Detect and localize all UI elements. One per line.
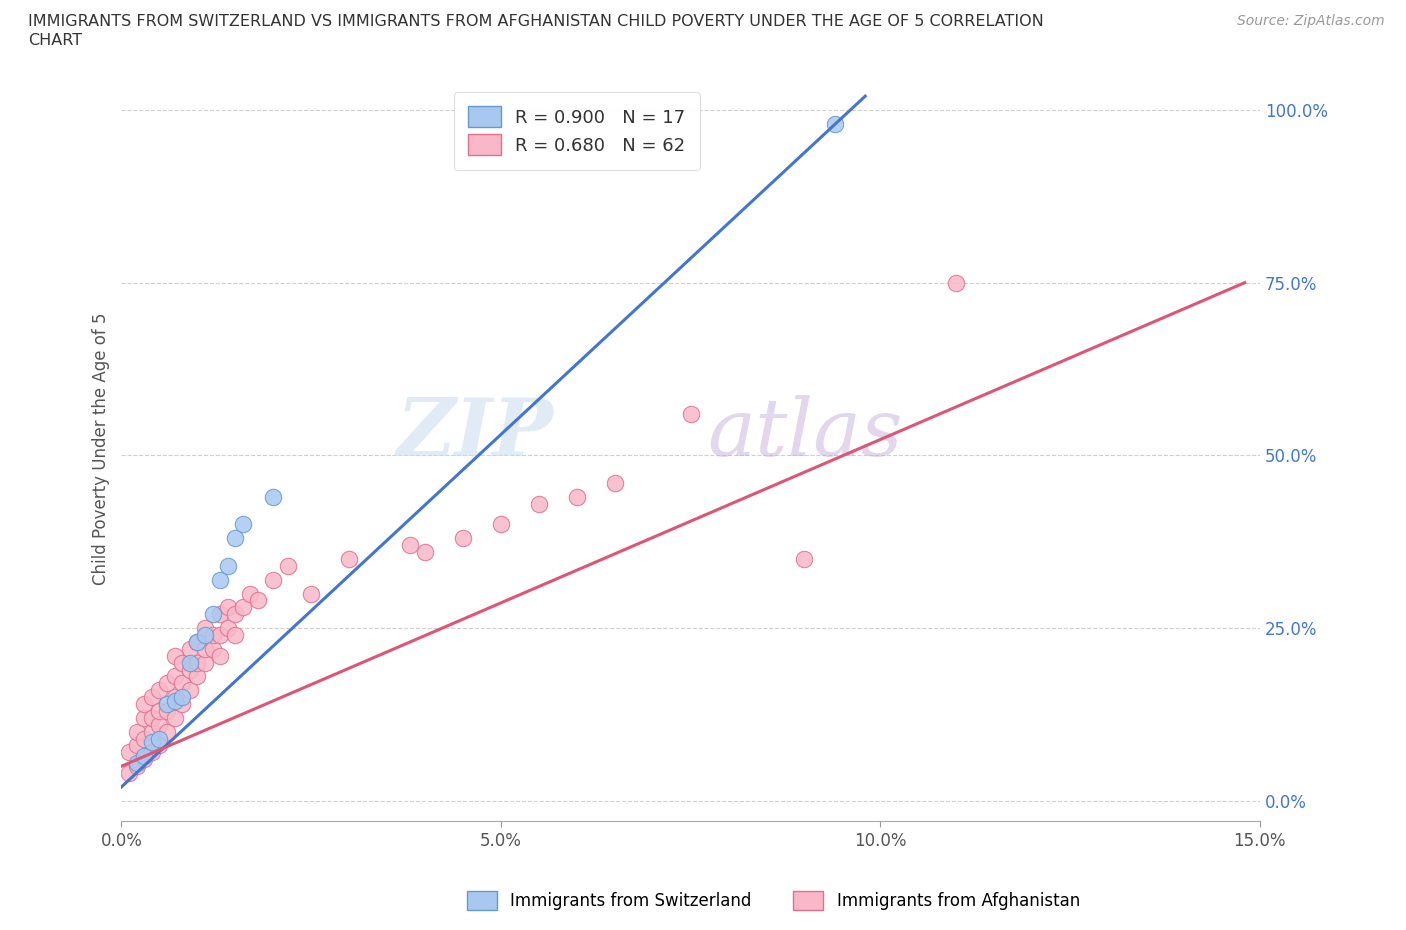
Point: [186, 655, 208, 670]
Point: [679, 406, 702, 421]
Point: [194, 620, 217, 635]
Point: [134, 749, 156, 764]
Y-axis label: Child Poverty Under the Age of 5: Child Poverty Under the Age of 5: [93, 312, 110, 585]
Point: [489, 517, 512, 532]
Point: [179, 655, 201, 670]
Point: [179, 662, 201, 677]
Point: [603, 475, 626, 490]
Point: [527, 497, 550, 512]
Point: [277, 558, 299, 573]
Point: [172, 697, 194, 711]
Point: [194, 628, 217, 643]
Point: [224, 628, 246, 643]
Point: [141, 724, 163, 739]
Point: [186, 634, 208, 649]
Point: [299, 586, 322, 601]
Point: [186, 634, 208, 649]
Point: [337, 551, 360, 566]
Point: [118, 765, 141, 780]
Point: [201, 642, 224, 657]
Point: [141, 735, 163, 750]
Point: [134, 751, 156, 766]
Point: [398, 538, 420, 552]
Point: [209, 648, 232, 663]
Point: [232, 600, 254, 615]
Point: [239, 586, 262, 601]
Point: [209, 606, 232, 621]
Point: [125, 724, 148, 739]
Point: [201, 606, 224, 621]
Point: [156, 703, 179, 718]
Point: [163, 693, 186, 708]
Text: ZIP: ZIP: [396, 395, 554, 472]
Text: atlas: atlas: [707, 395, 903, 472]
Point: [179, 683, 201, 698]
Point: [134, 711, 156, 725]
Point: [209, 628, 232, 643]
Point: [134, 731, 156, 746]
Point: [125, 759, 148, 774]
Text: IMMIGRANTS FROM SWITZERLAND VS IMMIGRANTS FROM AFGHANISTAN CHILD POVERTY UNDER T: IMMIGRANTS FROM SWITZERLAND VS IMMIGRANT…: [28, 14, 1043, 29]
Point: [156, 676, 179, 691]
Point: [565, 489, 588, 504]
Point: [194, 655, 217, 670]
Point: [163, 690, 186, 705]
Point: [179, 642, 201, 657]
Point: [247, 593, 270, 608]
Point: [125, 738, 148, 753]
Point: [209, 572, 232, 587]
Point: [172, 655, 194, 670]
Legend: Immigrants from Switzerland, Immigrants from Afghanistan: Immigrants from Switzerland, Immigrants …: [460, 884, 1087, 917]
Point: [945, 275, 967, 290]
Text: Source: ZipAtlas.com: Source: ZipAtlas.com: [1237, 14, 1385, 28]
Point: [224, 606, 246, 621]
Point: [217, 620, 239, 635]
Text: CHART: CHART: [28, 33, 82, 47]
Point: [141, 745, 163, 760]
Point: [232, 517, 254, 532]
Point: [186, 669, 208, 684]
Point: [262, 572, 284, 587]
Legend: R = 0.900   N = 17, R = 0.680   N = 62: R = 0.900 N = 17, R = 0.680 N = 62: [454, 92, 700, 170]
Point: [163, 648, 186, 663]
Point: [148, 717, 170, 732]
Point: [413, 545, 436, 560]
Point: [148, 683, 170, 698]
Point: [118, 745, 141, 760]
Point: [148, 703, 170, 718]
Point: [824, 116, 846, 131]
Point: [148, 738, 170, 753]
Point: [217, 558, 239, 573]
Point: [793, 551, 815, 566]
Point: [141, 690, 163, 705]
Point: [156, 697, 179, 711]
Point: [224, 531, 246, 546]
Point: [194, 642, 217, 657]
Point: [125, 755, 148, 770]
Point: [172, 676, 194, 691]
Point: [141, 711, 163, 725]
Point: [134, 697, 156, 711]
Point: [156, 724, 179, 739]
Point: [148, 731, 170, 746]
Point: [262, 489, 284, 504]
Point: [217, 600, 239, 615]
Point: [201, 628, 224, 643]
Point: [451, 531, 474, 546]
Point: [163, 669, 186, 684]
Point: [163, 711, 186, 725]
Point: [172, 690, 194, 705]
